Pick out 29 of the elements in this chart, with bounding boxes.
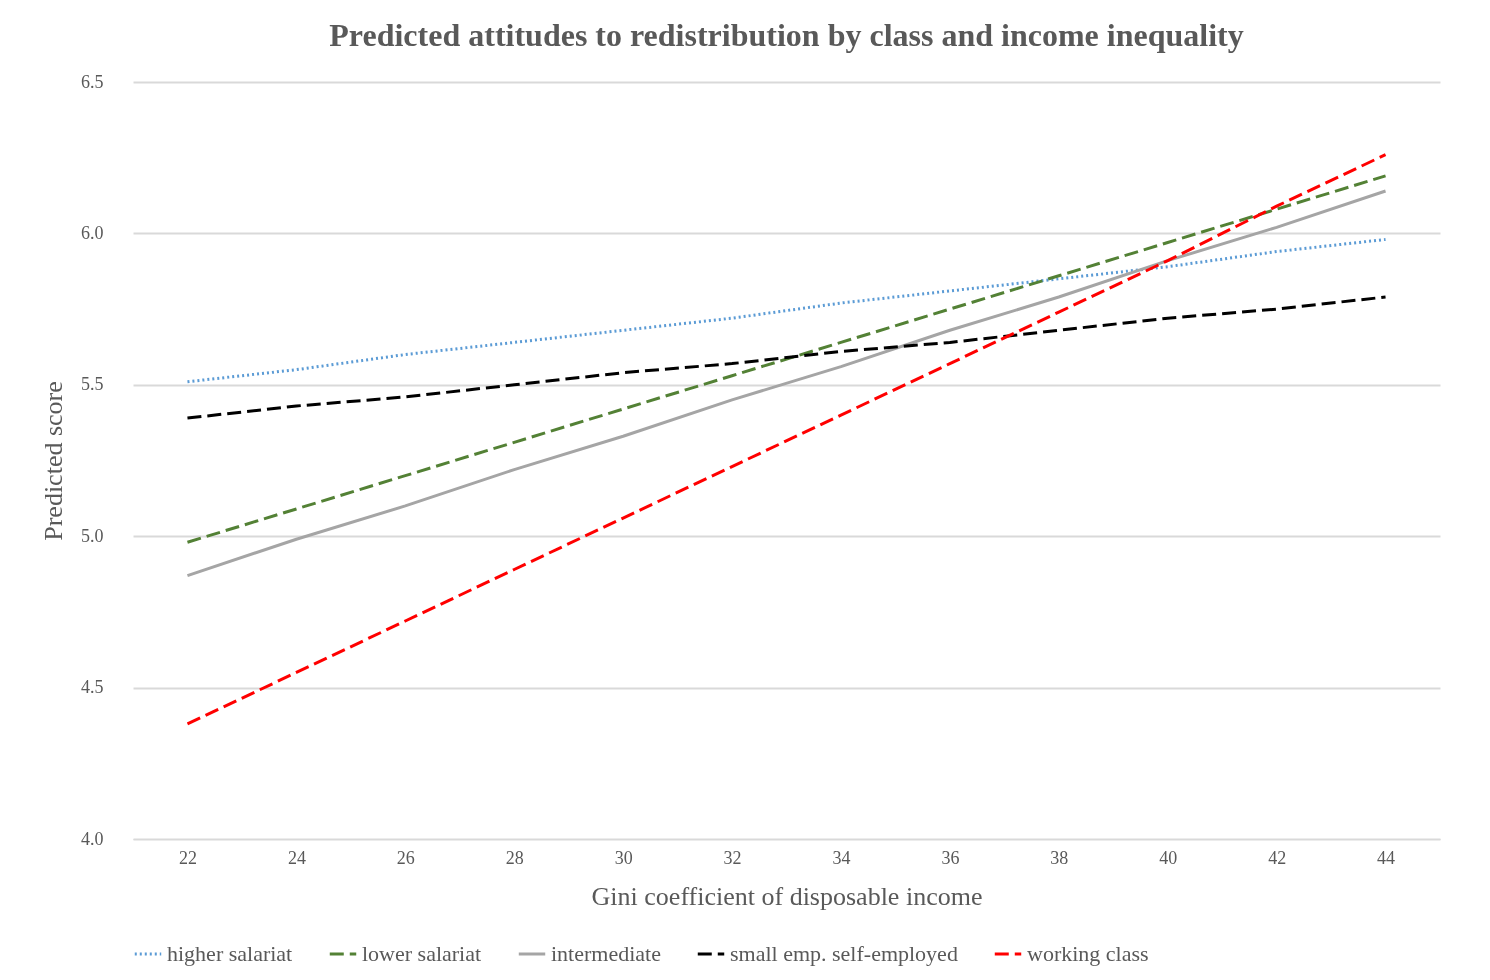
y-tick-label: 4.0 (81, 828, 104, 849)
chart-title: Predicted attitudes to redistribution by class and income inequality (329, 17, 1244, 53)
x-tick-label: 22 (178, 847, 197, 868)
x-axis-title: Gini coefficient of disposable income (591, 881, 983, 911)
x-tick-label: 38 (1050, 847, 1069, 868)
y-tick-label: 6.5 (81, 71, 104, 92)
x-tick-label: 26 (396, 847, 415, 868)
x-tick-label: 44 (1377, 847, 1396, 868)
x-tick-label: 28 (505, 847, 524, 868)
x-tick-label: 40 (1159, 847, 1178, 868)
y-tick-label: 4.5 (81, 677, 104, 698)
line-series (185, 153, 1388, 726)
legend-label: higher salariat (167, 941, 293, 966)
x-tick-label: 24 (287, 847, 306, 868)
legend-label: intermediate (551, 941, 661, 966)
y-axis-title: Predicted score (39, 381, 68, 541)
x-tick-label: 34 (832, 847, 851, 868)
y-tick-label: 6.0 (81, 222, 104, 243)
legend-label: working class (1027, 941, 1149, 966)
x-tick-label: 36 (941, 847, 960, 868)
y-tick-label: 5.0 (81, 525, 104, 546)
x-tick-label: 42 (1268, 847, 1287, 868)
y-tick-label: 5.5 (81, 374, 104, 395)
line-series (185, 295, 1388, 420)
line-series (185, 237, 1388, 384)
legend-label: lower salariat (362, 941, 482, 966)
x-tick-label: 32 (723, 847, 742, 868)
x-tick-label: 30 (614, 847, 633, 868)
legend-label: small emp. self-employed (730, 941, 958, 966)
